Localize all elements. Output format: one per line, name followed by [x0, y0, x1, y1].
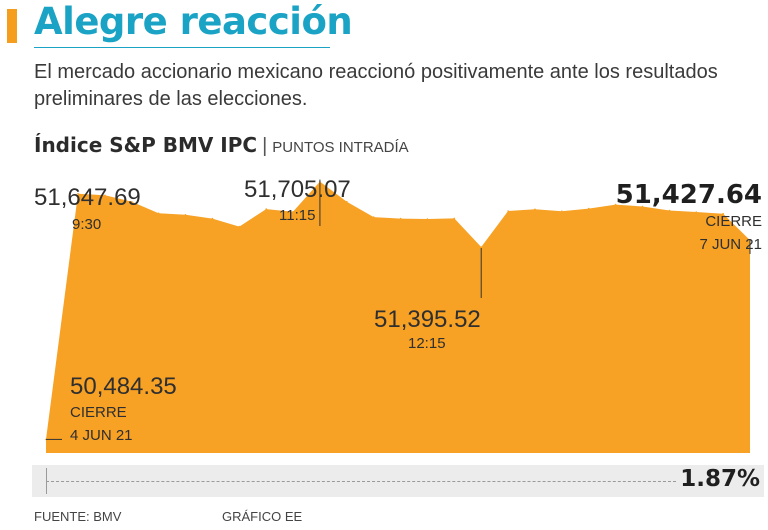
prev-close-line1: CIERRE — [70, 404, 127, 421]
data-point — [507, 210, 509, 212]
data-point — [211, 217, 214, 220]
title-separator: | — [262, 135, 268, 157]
high-value-label: 51,705.07 — [244, 176, 351, 203]
change-percent: 1.87% — [680, 466, 760, 492]
data-point — [426, 218, 429, 220]
data-point — [346, 200, 348, 203]
data-point — [372, 216, 375, 218]
prev-close-line2: 4 JUN 21 — [70, 427, 133, 444]
title-accent-bar — [7, 9, 17, 43]
data-point — [131, 200, 133, 203]
credit-note: GRÁFICO EE — [222, 509, 303, 524]
data-point — [292, 211, 294, 213]
data-point — [238, 225, 241, 228]
open-time-label: 9:30 — [72, 216, 101, 233]
close-line1: CIERRE — [705, 213, 762, 230]
data-point — [480, 246, 483, 248]
data-point — [265, 208, 268, 210]
change-band-track — [46, 481, 676, 482]
data-point — [722, 212, 724, 215]
data-point — [184, 214, 187, 216]
data-point — [695, 211, 697, 213]
low-value-label: 51,395.52 — [374, 306, 481, 333]
data-point — [614, 203, 617, 206]
data-point — [453, 217, 456, 220]
data-point — [157, 212, 160, 215]
low-time-label: 12:15 — [408, 335, 446, 352]
data-point — [668, 209, 671, 212]
data-point — [399, 217, 402, 220]
open-value-label: 51,647.69 — [34, 184, 141, 211]
close-line2: 7 JUN 21 — [699, 236, 762, 253]
close-value-label: 51,427.64 — [616, 180, 762, 210]
source-note: FUENTE: BMV — [34, 509, 122, 524]
page-title: Alegre reacción — [34, 0, 353, 43]
data-point — [561, 210, 563, 212]
data-point — [104, 194, 106, 197]
prev-close-value-label: 50,484.35 — [70, 373, 177, 400]
data-point — [77, 192, 79, 195]
unit-label: PUNTOS INTRADÍA — [272, 139, 409, 156]
chart-title: Índice S&P BMV IPC | PUNTOS INTRADÍA — [34, 133, 409, 158]
data-point — [587, 207, 590, 210]
subtitle: El mercado accionario mexicano reaccionó… — [34, 61, 718, 110]
title-underline — [34, 47, 330, 48]
high-time-label: 11:15 — [279, 207, 315, 224]
index-name: Índice S&P BMV IPC — [34, 133, 258, 157]
data-point — [534, 208, 536, 211]
intraday-area — [46, 181, 750, 453]
data-point — [641, 205, 644, 208]
